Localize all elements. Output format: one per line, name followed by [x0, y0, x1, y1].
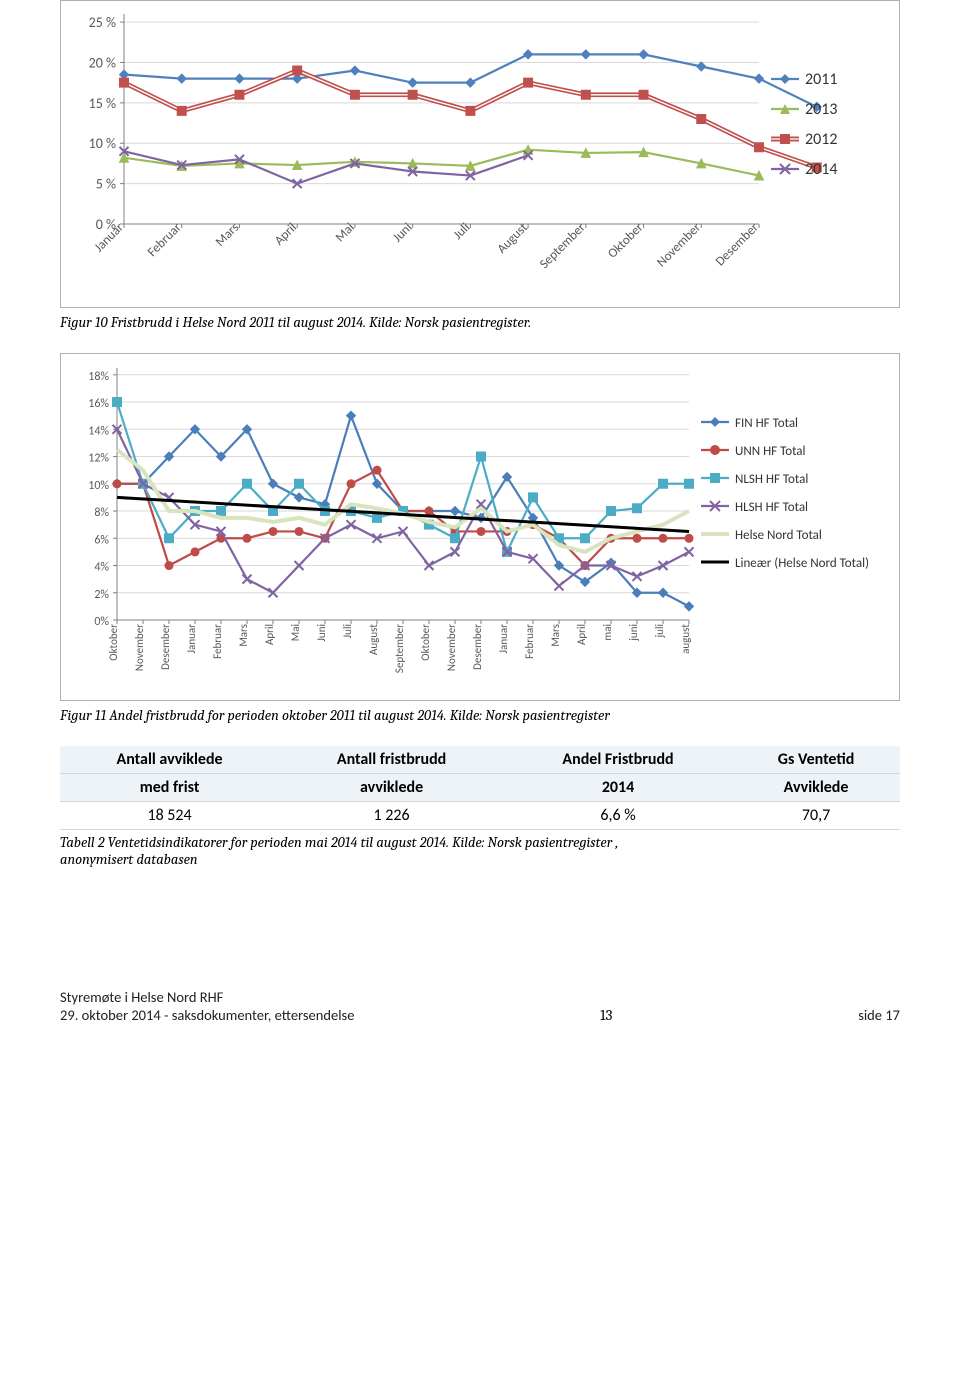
svg-text:November: November	[445, 624, 458, 671]
footer-meeting: Styremøte i Helse Nord RHF	[60, 988, 354, 1006]
svg-text:12%: 12%	[88, 452, 109, 466]
svg-text:Lineær (Helse Nord Total): Lineær (Helse Nord Total)	[735, 556, 869, 571]
table-cell: 6,6 %	[504, 802, 732, 830]
svg-text:10 %: 10 %	[89, 135, 116, 152]
svg-text:UNN HF Total: UNN HF Total	[735, 444, 806, 459]
table-row: 18 5241 2266,6 %70,7	[60, 802, 900, 830]
caption-figure-11: Figur 11 Andel fristbrudd for perioden o…	[60, 707, 900, 724]
svg-text:2013: 2013	[805, 100, 837, 119]
svg-text:April: April	[263, 624, 276, 645]
table-header: Gs Ventetid	[732, 746, 900, 774]
svg-text:HLSH HF Total: HLSH HF Total	[735, 500, 808, 515]
svg-text:10%: 10%	[88, 479, 109, 493]
svg-text:September: September	[537, 220, 589, 272]
svg-text:August: August	[494, 220, 531, 257]
svg-text:Mars: Mars	[237, 624, 250, 647]
svg-text:Januar: Januar	[185, 624, 198, 654]
svg-text:Mai: Mai	[289, 624, 302, 641]
svg-text:6%: 6%	[94, 533, 109, 547]
svg-text:2014: 2014	[805, 160, 837, 179]
table-header: Andel Fristbrudd	[504, 746, 732, 774]
svg-text:2011: 2011	[805, 70, 837, 89]
chart1-container: 0 %5 %10 %15 %20 %25 %JanuarFebruarMarsA…	[60, 0, 900, 308]
svg-text:Oktober: Oktober	[107, 624, 120, 661]
chart2-svg: 0%2%4%6%8%10%12%14%16%18%OktoberNovember…	[69, 362, 889, 692]
svg-text:FIN HF Total: FIN HF Total	[735, 416, 798, 431]
chart2-container: 0%2%4%6%8%10%12%14%16%18%OktoberNovember…	[60, 353, 900, 701]
svg-text:18%: 18%	[88, 370, 109, 384]
table-cell: 18 524	[60, 802, 279, 830]
svg-text:Mars: Mars	[549, 624, 562, 647]
table-header: Antall fristbrudd	[279, 746, 504, 774]
footer-docinfo: 29. oktober 2014 - saksdokumenter, etter…	[60, 1006, 354, 1024]
svg-text:Mars: Mars	[213, 220, 243, 250]
table-subheader: Avviklede	[732, 774, 900, 802]
svg-text:14%: 14%	[88, 424, 109, 438]
page-footer: Styremøte i Helse Nord RHF 29. oktober 2…	[60, 988, 900, 1024]
svg-text:5 %: 5 %	[96, 176, 116, 193]
svg-text:Februar: Februar	[211, 624, 224, 659]
svg-text:Januar: Januar	[497, 624, 510, 654]
svg-text:juni: juni	[627, 624, 640, 642]
svg-text:August: August	[367, 624, 380, 655]
caption-table-2-line1: Tabell 2 Ventetidsindikatorer for period…	[60, 834, 900, 851]
svg-text:august: august	[679, 624, 692, 654]
table-subheader: 2014	[504, 774, 732, 802]
caption-figure-10: Figur 10 Fristbrudd i Helse Nord 2011 ti…	[60, 314, 900, 331]
svg-text:November: November	[654, 220, 704, 270]
footer-left: Styremøte i Helse Nord RHF 29. oktober 2…	[60, 988, 354, 1024]
footer-center-pagenum: 13	[600, 1006, 612, 1024]
svg-text:November: November	[133, 624, 146, 671]
table-cell: 70,7	[732, 802, 900, 830]
svg-text:15 %: 15 %	[89, 95, 116, 112]
svg-text:Desember: Desember	[159, 624, 172, 670]
svg-text:25 %: 25 %	[89, 14, 116, 31]
svg-text:Desember: Desember	[713, 220, 762, 269]
svg-text:Februar: Februar	[523, 624, 536, 659]
table-subheader: avviklede	[279, 774, 504, 802]
svg-text:Desember: Desember	[471, 624, 484, 670]
svg-text:8%: 8%	[94, 506, 109, 520]
footer-right-side: side 17	[858, 1006, 900, 1024]
svg-text:Oktober: Oktober	[419, 624, 432, 661]
svg-text:Februar: Februar	[145, 220, 185, 260]
svg-text:mai: mai	[601, 624, 614, 641]
svg-text:Helse Nord Total: Helse Nord Total	[735, 528, 822, 543]
svg-text:20 %: 20 %	[89, 54, 116, 71]
svg-text:Oktober: Oktober	[605, 220, 647, 262]
svg-text:juli: juli	[653, 624, 666, 638]
table-cell: 1 226	[279, 802, 504, 830]
svg-text:16%: 16%	[88, 397, 109, 411]
svg-text:NLSH HF Total: NLSH HF Total	[735, 472, 808, 487]
svg-text:4%: 4%	[94, 561, 109, 575]
svg-text:2%: 2%	[94, 588, 109, 602]
caption-table-2-line2: anonymisert databasen	[60, 851, 900, 868]
svg-text:April: April	[575, 624, 588, 645]
svg-text:September: September	[393, 624, 406, 673]
table-subheader: med frist	[60, 774, 279, 802]
chart1-svg: 0 %5 %10 %15 %20 %25 %JanuarFebruarMarsA…	[69, 9, 889, 299]
svg-text:Juli: Juli	[341, 624, 354, 638]
summary-table: Antall avvikledeAntall fristbruddAndel F…	[60, 746, 900, 830]
svg-text:Juni: Juni	[315, 624, 328, 642]
table-header: Antall avviklede	[60, 746, 279, 774]
svg-text:2012: 2012	[805, 130, 837, 149]
